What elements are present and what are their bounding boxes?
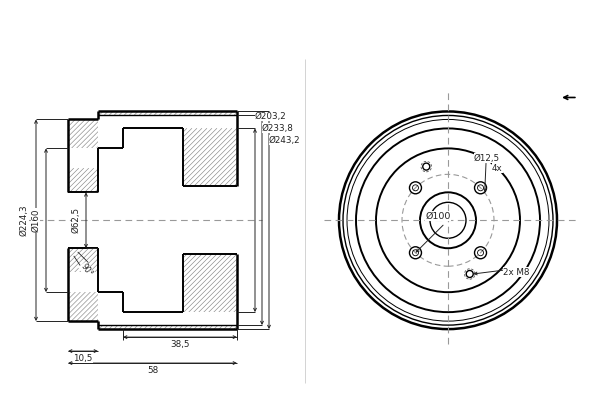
Text: 2x M8: 2x M8 bbox=[503, 268, 530, 277]
Text: 10,5: 10,5 bbox=[73, 353, 92, 363]
Text: Ø224,3: Ø224,3 bbox=[20, 205, 29, 236]
Text: Ø233,8: Ø233,8 bbox=[262, 124, 294, 133]
Text: Ø12,5: Ø12,5 bbox=[474, 154, 500, 163]
Text: Ø243,2: Ø243,2 bbox=[269, 136, 301, 145]
Text: Ø100: Ø100 bbox=[425, 212, 451, 221]
Text: 24.0220-3038.1   480315: 24.0220-3038.1 480315 bbox=[134, 12, 466, 36]
Text: 4x: 4x bbox=[492, 164, 503, 173]
Text: Ø62,5: Ø62,5 bbox=[72, 207, 81, 233]
Text: Ø160: Ø160 bbox=[31, 209, 40, 232]
Text: Ø203,2: Ø203,2 bbox=[255, 112, 287, 121]
Text: 90°: 90° bbox=[79, 262, 94, 278]
Text: 38,5: 38,5 bbox=[170, 339, 190, 349]
Text: 58: 58 bbox=[147, 365, 158, 375]
